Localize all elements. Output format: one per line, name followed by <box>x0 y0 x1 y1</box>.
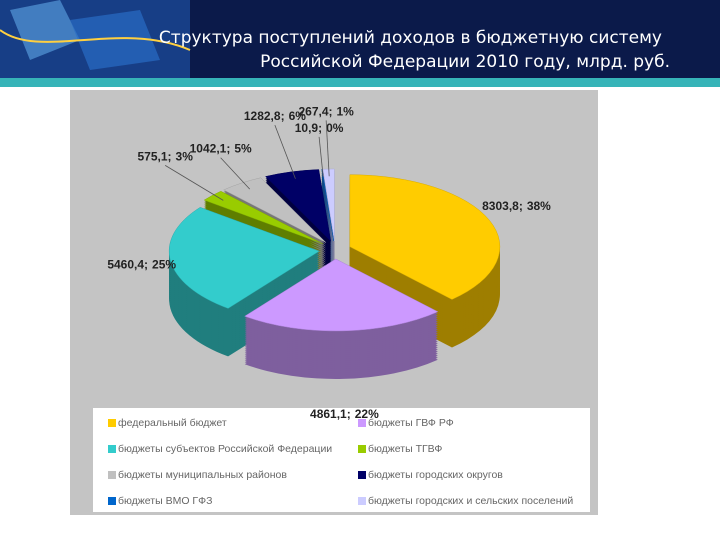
legend-swatch <box>108 471 116 479</box>
legend-label: бюджеты муниципальных районов <box>118 469 287 481</box>
value-label: 1042,1; <box>190 142 231 156</box>
slice-side <box>321 177 334 250</box>
data-label: 1042,1; 5% <box>190 142 252 156</box>
slice-side <box>321 173 334 246</box>
legend-label: бюджеты ВМО ГФЗ <box>118 495 212 507</box>
slice <box>265 169 332 243</box>
percent-label: 1% <box>337 105 355 119</box>
data-label: 8303,8; 38% <box>482 199 551 213</box>
leader-line <box>220 157 251 190</box>
leader-line <box>274 124 296 179</box>
legend-label: бюджеты ТГВФ <box>368 443 442 455</box>
value-label: 4861,1; <box>310 407 351 421</box>
legend-swatch <box>108 497 116 505</box>
data-label: 10,9; 0% <box>295 121 344 135</box>
slice-side <box>321 179 334 252</box>
header-rule <box>0 78 720 87</box>
legend-swatch <box>108 419 116 427</box>
header-art <box>70 10 160 70</box>
legend <box>93 408 590 512</box>
value-label: 267,4; <box>298 105 332 119</box>
percent-label: 38% <box>527 199 551 213</box>
leader-line <box>318 136 324 177</box>
slice <box>244 258 439 332</box>
legend-label: бюджеты субъектов Российской Федерации <box>118 443 332 455</box>
leader-line <box>164 165 224 201</box>
legend-swatch <box>358 497 366 505</box>
value-label: 575,1; <box>137 150 171 164</box>
value-label: 10,9; <box>295 121 322 135</box>
slice-side <box>321 185 334 258</box>
slice-side <box>321 171 334 244</box>
leader-line <box>325 120 330 177</box>
slice-side <box>321 183 334 256</box>
slice <box>349 174 501 300</box>
legend-label: бюджеты городских и сельских поселений <box>368 495 573 507</box>
slice <box>203 190 324 245</box>
header-art <box>10 0 80 60</box>
legend-swatch <box>358 471 366 479</box>
value-label: 8303,8; <box>482 199 523 213</box>
value-label: 1282,8; <box>244 109 285 123</box>
data-label: 4861,1; 22% <box>310 407 379 421</box>
slice-side <box>321 175 334 248</box>
legend-swatch <box>358 419 366 427</box>
percent-label: 6% <box>289 109 307 123</box>
data-label: 1282,8; 6% <box>244 109 306 123</box>
value-label: 5460,4; <box>107 258 148 272</box>
percent-label: 0% <box>326 121 344 135</box>
legend-swatch <box>108 445 116 453</box>
legend-swatch <box>358 445 366 453</box>
legend-label: федеральный бюджет <box>118 417 227 429</box>
header-art <box>0 29 191 51</box>
chart-title: Российской Федерации 2010 году, млрд. ру… <box>260 52 670 72</box>
slice-side <box>321 181 334 254</box>
data-label: 267,4; 1% <box>298 105 354 119</box>
data-label: 5460,4; 25% <box>107 258 176 272</box>
legend-label: бюджеты ГВФ РФ <box>368 417 454 429</box>
percent-label: 5% <box>234 142 252 156</box>
slice <box>223 177 327 243</box>
data-label: 575,1; 3% <box>137 150 193 164</box>
legend-label: бюджеты городских округов <box>368 469 503 481</box>
chart-title: Структура поступлений доходов в бюджетну… <box>159 28 662 48</box>
slice <box>168 207 320 309</box>
percent-label: 3% <box>176 150 194 164</box>
percent-label: 22% <box>355 407 379 421</box>
percent-label: 25% <box>152 258 176 272</box>
